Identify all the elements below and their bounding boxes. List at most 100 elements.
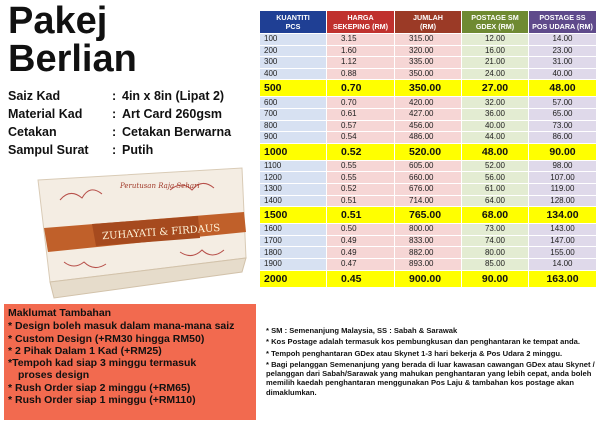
table-row: 300 1.12 335.00 21.00 31.00 xyxy=(259,56,597,69)
header-unit-price: HARGA SEKEPING (RM) xyxy=(326,10,395,34)
table-cell-ss: 107.00 xyxy=(528,171,597,184)
table-cell-sm: 40.00 xyxy=(461,119,529,133)
table-cell-ss: 14.00 xyxy=(528,33,597,46)
table-row: 100 3.15 315.00 12.00 14.00 xyxy=(259,33,597,46)
table-cell-ss: 134.00 xyxy=(528,206,597,225)
table-cell-h: 0.88 xyxy=(326,67,395,81)
spec-label: Material Kad xyxy=(8,107,83,121)
table-cell-h: 0.70 xyxy=(326,79,395,98)
note-item: * SM : Semenanjung Malaysia, SS : Sabah … xyxy=(266,326,458,335)
spec-list: Saiz Kad : 4in x 8in (Lipat 2) Material … xyxy=(8,87,263,159)
table-cell-h: 0.57 xyxy=(326,119,395,133)
title-line-2: Berlian xyxy=(8,38,137,80)
table-cell-j: 350.00 xyxy=(394,79,462,98)
table-cell-ss: 98.00 xyxy=(528,159,597,173)
table-cell-q: 1700 xyxy=(259,234,327,248)
card-illustration: Perutusan Raja Sehari ZUHAYATI & FIRDAUS xyxy=(20,160,250,300)
table-cell-h: 3.15 xyxy=(326,33,395,46)
table-cell-q: 700 xyxy=(259,107,327,121)
table-cell-j: 605.00 xyxy=(394,159,462,173)
header-postage-ss: POSTAGE SS POS UDARA (RM) xyxy=(528,10,597,34)
table-cell-q: 1300 xyxy=(259,182,327,196)
table-cell-j: 833.00 xyxy=(394,234,462,248)
table-cell-ss: 40.00 xyxy=(528,67,597,81)
table-cell-q: 1500 xyxy=(259,206,327,225)
notes-section: * SM : Semenanjung Malaysia, SS : Sabah … xyxy=(266,326,596,399)
table-cell-j: 893.00 xyxy=(394,257,462,271)
table-row: 900 0.54 486.00 44.00 86.00 xyxy=(259,131,597,144)
info-item: * Design boleh masuk dalam mana-mana sai… xyxy=(8,320,235,333)
table-cell-j: 320.00 xyxy=(394,44,462,58)
table-header-row: KUANTITI PCS HARGA SEKEPING (RM) JUMLAH (RM… xyxy=(259,10,597,34)
spec-value: Cetakan Berwarna xyxy=(122,125,232,139)
table-row: 1400 0.51 714.00 64.00 128.00 xyxy=(259,194,597,208)
table-row: 600 0.70 420.00 32.00 57.00 xyxy=(259,96,597,109)
table-row: 700 0.61 427.00 36.00 65.00 xyxy=(259,107,597,121)
spec-label: Saiz Kad xyxy=(8,89,61,103)
table-row: 1800 0.49 882.00 80.00 155.00 xyxy=(259,246,597,259)
table-row: 1200 0.55 660.00 56.00 107.00 xyxy=(259,171,597,184)
info-item: * Rush Order siap 1 minggu (+RM110) xyxy=(8,394,196,407)
table-row: 1900 0.47 893.00 85.00 14.00 xyxy=(259,257,597,271)
table-cell-ss: 73.00 xyxy=(528,119,597,133)
table-cell-ss: 65.00 xyxy=(528,107,597,121)
table-cell-h: 1.12 xyxy=(326,56,395,69)
card-heading: Perutusan Raja Sehari xyxy=(119,182,200,190)
table-cell-h: 0.47 xyxy=(326,257,395,271)
table-cell-sm: 64.00 xyxy=(461,194,529,208)
table-cell-sm: 80.00 xyxy=(461,246,529,259)
table-cell-h: 0.49 xyxy=(326,246,395,259)
spec-separator: : xyxy=(112,107,117,121)
table-cell-ss: 119.00 xyxy=(528,182,597,196)
table-cell-sm: 61.00 xyxy=(461,182,529,196)
table-cell-q: 500 xyxy=(259,79,327,98)
table-cell-j: 882.00 xyxy=(394,246,462,259)
table-cell-h: 0.55 xyxy=(326,171,395,184)
table-cell-h: 0.49 xyxy=(326,234,395,248)
table-cell-q: 1600 xyxy=(259,223,327,236)
table-cell-q: 1000 xyxy=(259,142,327,161)
table-cell-j: 420.00 xyxy=(394,96,462,109)
table-cell-ss: 57.00 xyxy=(528,96,597,109)
info-item: * 2 Pihak Dalam 1 Kad (+RM25) xyxy=(8,344,162,357)
table-cell-ss: 90.00 xyxy=(528,142,597,161)
additional-info-box: Maklumat Tambahan * Design boleh masuk d… xyxy=(4,304,256,420)
table-cell-sm: 52.00 xyxy=(461,159,529,173)
table-cell-ss: 23.00 xyxy=(528,44,597,58)
table-cell-q: 1900 xyxy=(259,257,327,271)
table-cell-ss: 86.00 xyxy=(528,131,597,144)
table-cell-sm: 12.00 xyxy=(461,33,529,46)
note-item: * Kos Postage adalah termasuk kos pembun… xyxy=(266,337,580,347)
table-cell-sm: 44.00 xyxy=(461,131,529,144)
table-cell-h: 0.54 xyxy=(326,131,395,144)
package-title: Pakej Berlian xyxy=(8,2,137,78)
table-cell-sm: 48.00 xyxy=(461,142,529,161)
table-cell-sm: 27.00 xyxy=(461,79,529,98)
spec-separator: : xyxy=(112,89,117,103)
table-cell-sm: 24.00 xyxy=(461,67,529,81)
table-row: 1300 0.52 676.00 61.00 119.00 xyxy=(259,182,597,196)
header-quantity: KUANTITI PCS xyxy=(259,10,327,34)
title-line-1: Pakej xyxy=(8,0,108,42)
table-cell-q: 600 xyxy=(259,96,327,109)
table-cell-q: 400 xyxy=(259,67,327,81)
table-cell-h: 0.51 xyxy=(326,206,395,225)
table-cell-j: 486.00 xyxy=(394,131,462,144)
table-cell-sm: 90.00 xyxy=(461,269,529,288)
table-cell-ss: 31.00 xyxy=(528,56,597,69)
table-cell-h: 0.51 xyxy=(326,194,395,208)
table-cell-j: 350.00 xyxy=(394,67,462,81)
spec-separator: : xyxy=(112,125,117,139)
table-cell-q: 800 xyxy=(259,119,327,133)
table-cell-ss: 147.00 xyxy=(528,234,597,248)
table-row: 1500 0.51 765.00 68.00 134.00 xyxy=(259,206,597,225)
table-cell-sm: 73.00 xyxy=(461,223,529,236)
table-cell-sm: 16.00 xyxy=(461,44,529,58)
spec-row: Cetakan : Cetakan Berwarna xyxy=(8,123,263,141)
table-cell-j: 765.00 xyxy=(394,206,462,225)
spec-row: Saiz Kad : 4in x 8in (Lipat 2) xyxy=(8,87,263,105)
table-cell-ss: 143.00 xyxy=(528,223,597,236)
table-cell-q: 1200 xyxy=(259,171,327,184)
info-item: proses design xyxy=(18,369,90,382)
spec-value: 4in x 8in (Lipat 2) xyxy=(122,89,225,103)
